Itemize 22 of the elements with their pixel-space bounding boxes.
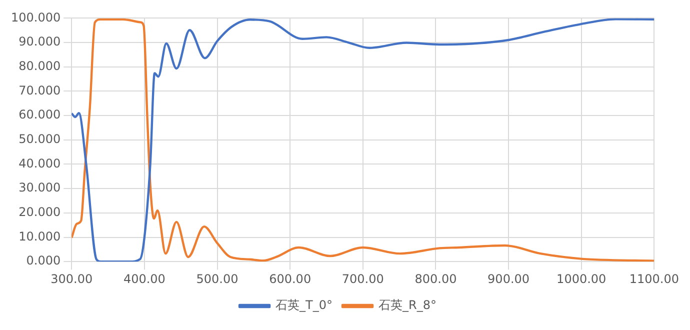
x-tick-label: 1000.00 bbox=[556, 272, 606, 286]
y-tick-label: 20.000 bbox=[18, 205, 61, 220]
x-tick-label: 900.00 bbox=[488, 272, 530, 286]
x-tick-label: 400.00 bbox=[123, 272, 166, 286]
y-tick-label: 90.000 bbox=[18, 34, 61, 49]
legend-label: 石英_T_0° bbox=[276, 298, 332, 312]
y-tick-label: 10.000 bbox=[18, 229, 61, 244]
legend-label: 石英_R_8° bbox=[378, 298, 436, 312]
y-tick-label: 40.000 bbox=[18, 156, 61, 170]
x-tick-label: 500.00 bbox=[196, 272, 238, 286]
x-tick-label: 1100.00 bbox=[629, 272, 679, 286]
y-tick-label: 50.000 bbox=[18, 132, 61, 146]
y-tick-label: 100.000 bbox=[11, 10, 61, 24]
x-tick-label: 800.00 bbox=[414, 272, 457, 286]
x-tick-label: 700.00 bbox=[342, 272, 384, 286]
y-tick-label: 70.000 bbox=[18, 83, 61, 98]
y-tick-label: 60.000 bbox=[18, 108, 61, 122]
y-tick-label: 80.000 bbox=[18, 59, 61, 74]
y-tick-label: 0.000 bbox=[26, 254, 61, 268]
y-tick-label: 30.000 bbox=[18, 180, 61, 195]
x-tick-label: 300.00 bbox=[50, 272, 93, 286]
x-tick-label: 600.00 bbox=[269, 272, 312, 286]
